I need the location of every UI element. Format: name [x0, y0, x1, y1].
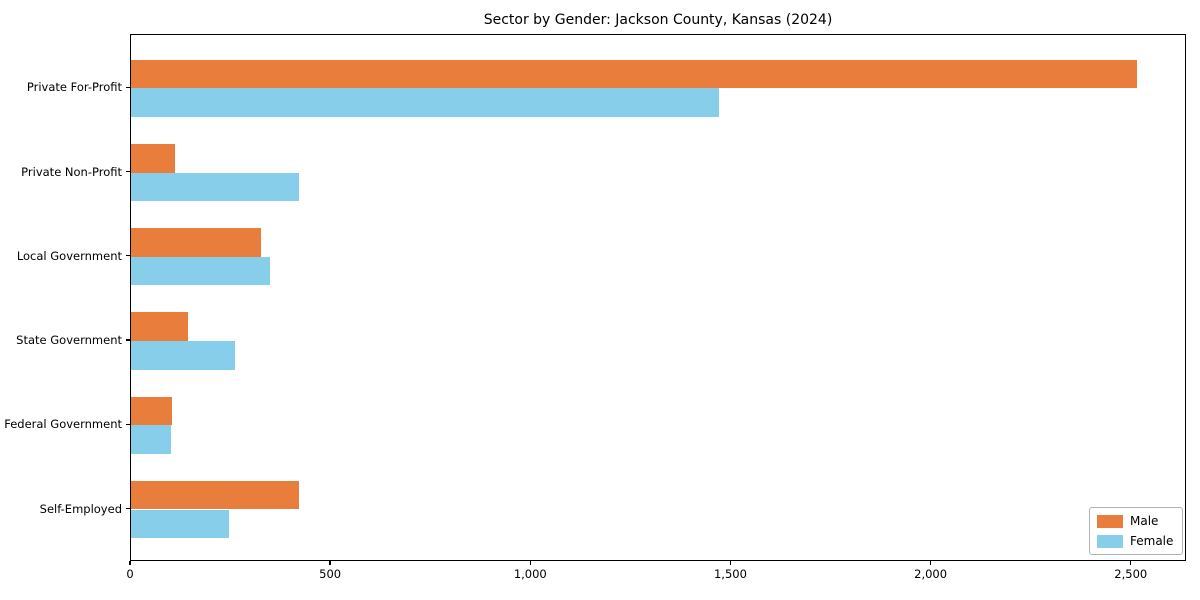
bar-male-local-government: [131, 228, 261, 257]
chart-title: Sector by Gender: Jackson County, Kansas…: [483, 12, 833, 28]
x-axis-tick-label: 1,000: [513, 567, 547, 581]
x-axis-tick: [529, 561, 531, 565]
x-axis-tick-label: 2,000: [914, 567, 948, 581]
y-axis-tick: [126, 86, 130, 88]
bar-female-self-employed: [131, 509, 230, 539]
bar-male-self-employed: [131, 480, 300, 510]
legend-label-female: Female: [1130, 534, 1174, 548]
x-axis-tick: [329, 561, 331, 565]
x-axis-tick-label: 0: [126, 567, 134, 581]
x-axis-tick: [929, 561, 932, 565]
bar-female-state-government: [131, 341, 236, 370]
plot-area: [130, 34, 1186, 561]
bar-female-private-non-profit: [131, 172, 300, 202]
y-axis-tick: [126, 170, 130, 173]
bar-female-local-government: [131, 256, 270, 286]
legend-swatch-male: [1097, 514, 1123, 528]
legend-label-male: Male: [1130, 514, 1159, 528]
legend: Male Female: [1089, 507, 1184, 555]
y-axis-label-state-government: State Government: [16, 333, 122, 348]
legend-item-female: Female: [1097, 534, 1173, 548]
bar-male-private-for-profit: [131, 59, 1137, 89]
legend-swatch-female: [1097, 534, 1123, 548]
legend-item-male: Male: [1097, 514, 1173, 528]
bar-male-private-non-profit: [131, 143, 176, 173]
y-axis-tick: [126, 339, 130, 341]
y-axis-tick: [126, 507, 130, 510]
y-axis-label-local-government: Local Government: [16, 248, 122, 263]
bar-female-federal-government: [131, 425, 172, 454]
y-axis-label-federal-government: Federal Government: [4, 417, 122, 432]
x-axis-tick-label: 1,500: [713, 567, 747, 581]
bar-male-federal-government: [131, 396, 172, 426]
bar-male-state-government: [131, 312, 189, 341]
y-axis-label-private-non-profit: Private Non-Profit: [21, 164, 122, 179]
x-axis-tick: [1130, 561, 1132, 565]
y-axis-label-self-employed: Self-Employed: [39, 501, 122, 516]
x-axis-tick: [129, 561, 131, 565]
y-axis-label-private-for-profit: Private For-Profit: [26, 80, 122, 95]
y-axis-tick: [126, 423, 130, 425]
bar-female-private-for-profit: [131, 88, 720, 117]
x-axis-tick-label: 2,500: [1114, 567, 1148, 581]
x-axis-tick: [729, 561, 732, 565]
y-axis-tick: [126, 255, 130, 257]
x-axis-tick-label: 500: [319, 567, 342, 581]
